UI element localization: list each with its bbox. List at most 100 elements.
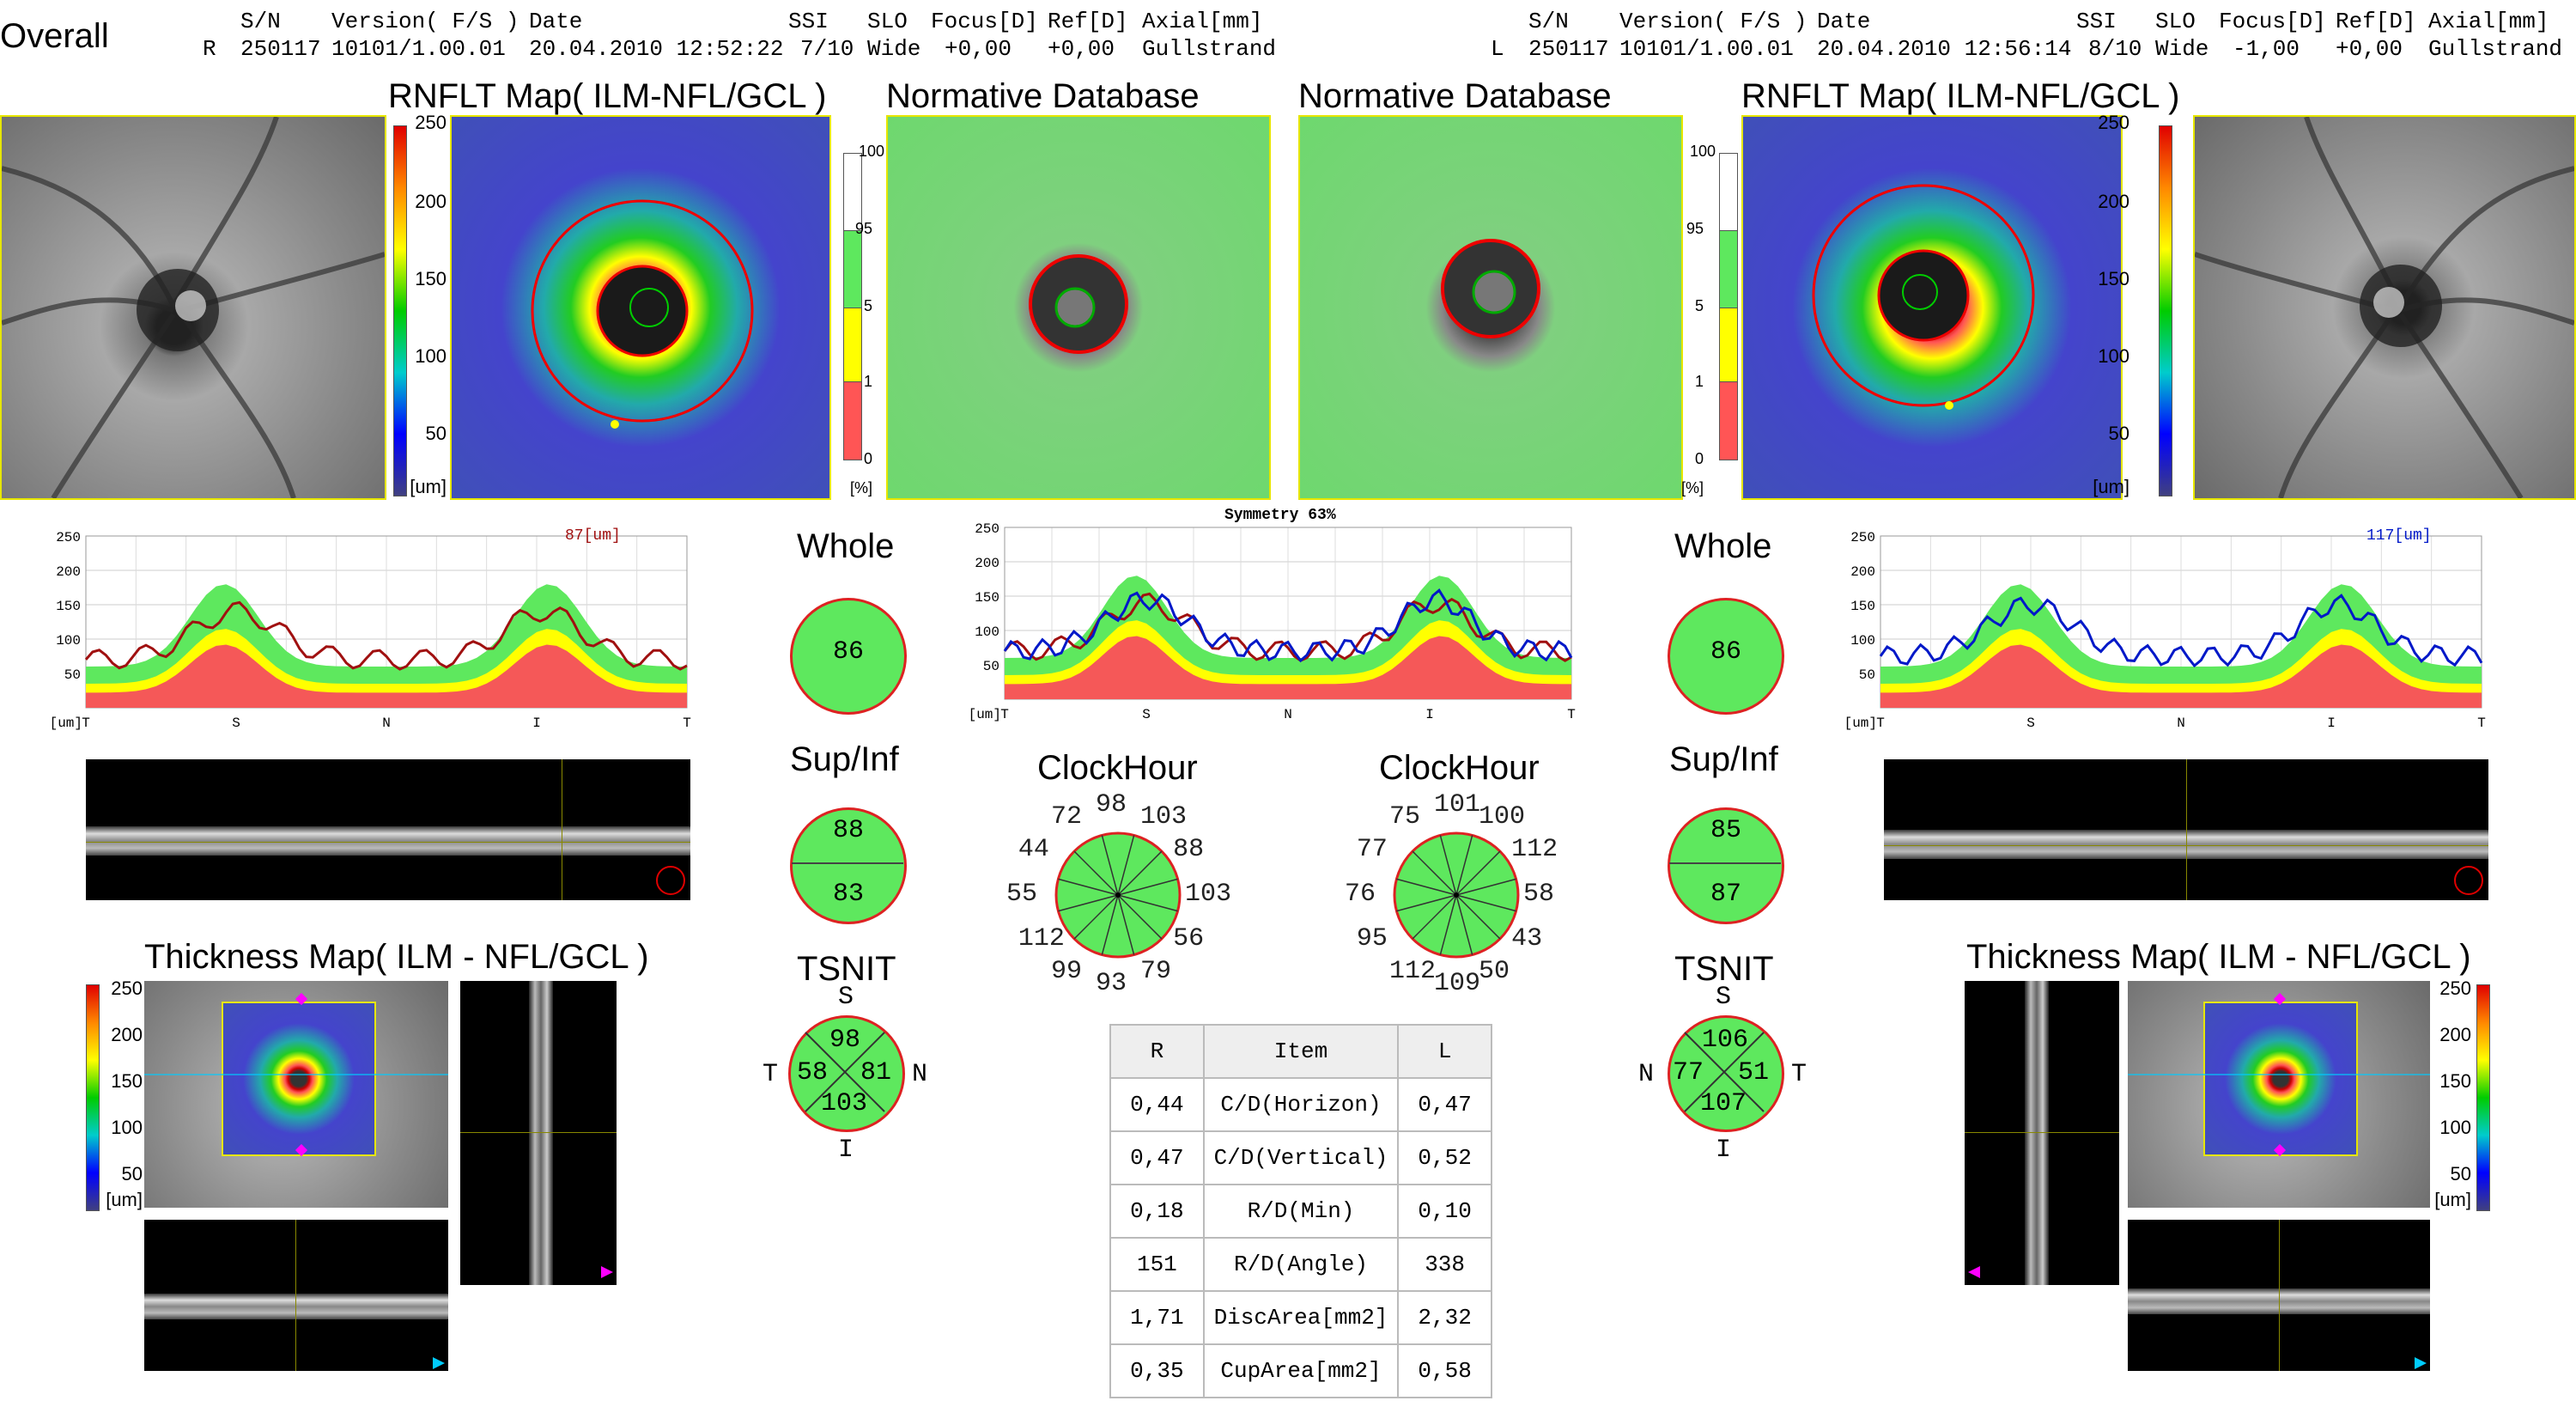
hdr-axial-label-l: Axial[mm] [2428,9,2549,34]
oct-bscan-left[interactable] [1884,759,2488,900]
left-clock-7: 112 [1389,957,1437,987]
right-clock-11: 72 [1051,801,1083,831]
svg-text:T: T [1876,716,1885,730]
hdr-ref-label-l: Ref[D] [2336,9,2416,34]
svg-text:50: 50 [983,659,999,674]
pct-unit-r: [%] [849,479,872,496]
hdr-axial-r: Gullstrand [1142,36,1277,62]
hdr-sn-r: 250117 [240,36,321,62]
left-clock-3: 58 [1523,880,1555,909]
supinf-circle-right[interactable] [790,807,907,924]
rnflt-map-right[interactable] [450,115,831,500]
right-clock-9: 55 [1006,880,1038,909]
scale-label-100-r: 100 [415,345,447,367]
hdr-version-label: Version( F/S ) [331,9,519,34]
table-row: 151 R/D(Angle) 338 [1109,1237,1492,1292]
clockhour-circle-right[interactable] [1051,828,1185,962]
oct-vertical-right[interactable] [460,981,617,1285]
inf-value-right: 83 [832,880,864,909]
right-clock-4: 56 [1173,924,1205,953]
hdr-date-r: 20.04.2010 12:52:22 [529,36,784,62]
pct-scale-yellow-r [843,308,862,383]
oct-bscan-right[interactable] [86,759,690,900]
svg-text:200: 200 [56,564,81,580]
marker-icon [2415,1357,2427,1369]
hdr-version-r: 10101/1.00.01 [331,36,506,62]
comparison-table: R Item L 0,44 C/D(Horizon) 0,47 0,47 C/D(Ver… [1109,1024,1492,1398]
supinf-divider-left [1669,862,1781,864]
tsnit-circle-right[interactable] [788,1015,905,1132]
clockhour-circle-left[interactable] [1389,828,1523,962]
tscale-50-r: 50 [121,1163,143,1185]
table-header-item: Item [1202,1024,1400,1079]
pct-0-r: 0 [863,450,872,467]
tsnit-n-value-left: 77 [1673,1058,1704,1087]
whole-value-right: 86 [832,637,864,667]
hdr-focus-label: Focus[D] [931,9,1038,34]
svg-text:250: 250 [975,521,999,537]
tsnit-s-right: S [838,983,854,1012]
pct-95-r: 95 [854,220,872,237]
svg-text:I: I [532,716,541,730]
right-clock-8: 112 [1018,924,1065,953]
table-cell-item: CupArea[mm2] [1202,1343,1400,1398]
svg-text:T: T [1567,707,1576,722]
tscale-200-l: 200 [2439,1024,2471,1045]
whole-circle-left[interactable] [1668,598,1784,715]
right-clock-1: 103 [1140,801,1188,831]
thickness-map-right[interactable] [144,981,448,1208]
table-cell-item: C/D(Horizon) [1202,1077,1400,1132]
oct-vertical-left[interactable] [1965,981,2119,1285]
hdr-date-label: Date [529,9,583,34]
table-header-r: R [1109,1024,1205,1079]
tsnit-circle-left[interactable] [1668,1015,1784,1132]
svg-text:[um]: [um] [50,716,82,730]
fundus-image-right[interactable] [0,115,386,500]
table-cell-l: 0,10 [1397,1184,1492,1239]
whole-value-left: 86 [1710,637,1741,667]
tsnit-n-right: N [912,1060,928,1089]
svg-text:250: 250 [56,530,81,545]
scan-circle-icon [2454,866,2483,895]
left-clock-2: 112 [1511,835,1558,864]
scale-unit-r: [um] [410,476,447,497]
hdr-ssi-l: 8/10 [2088,36,2142,62]
whole-circle-right[interactable] [790,598,907,715]
pct-scale-yellow-l [1719,308,1738,383]
rnflt-map-left[interactable] [1741,115,2123,500]
table-cell-item: C/D(Vertical) [1202,1130,1400,1185]
right-clock-7: 99 [1051,957,1083,987]
table-cell-l: 0,52 [1397,1130,1492,1185]
fundus-image-left[interactable] [2193,115,2576,500]
normative-map-right[interactable] [886,115,1271,500]
pct-5-r: 5 [863,297,872,314]
clockhour-label-left: ClockHour [1379,749,1540,787]
hdr-ssi-label: SSI [788,9,829,34]
thickness-map-left[interactable] [2128,981,2430,1208]
supinf-circle-left[interactable] [1668,807,1784,924]
supinf-label-right: Sup/Inf [790,740,899,778]
table-cell-item: R/D(Min) [1202,1184,1400,1239]
marker-icon [601,1266,613,1278]
tsnit-t-right: T [762,1060,779,1089]
tscale-unit-r: [um] [106,1189,143,1210]
thickness-title-left: Thickness Map( ILM - NFL/GCL ) [1966,938,2471,976]
svg-text:S: S [2026,716,2035,730]
svg-text:I: I [1425,707,1434,722]
marker-icon [1968,1266,1980,1278]
left-clock-1: 100 [1479,801,1526,831]
right-clock-6: 93 [1096,969,1127,998]
scale-label-150-r: 150 [415,268,447,289]
sup-value-right: 88 [832,816,864,845]
svg-text:250: 250 [1850,530,1875,545]
oct-horizontal-right[interactable] [144,1220,448,1371]
pct-100-r: 100 [858,143,884,160]
normative-map-left[interactable] [1298,115,1683,500]
table-cell-item: R/D(Angle) [1202,1237,1400,1292]
left-clock-8: 95 [1356,924,1388,953]
scale-label-100-l: 100 [2098,345,2129,367]
oct-horizontal-left[interactable] [2128,1220,2430,1371]
inf-value-left: 87 [1710,880,1741,909]
